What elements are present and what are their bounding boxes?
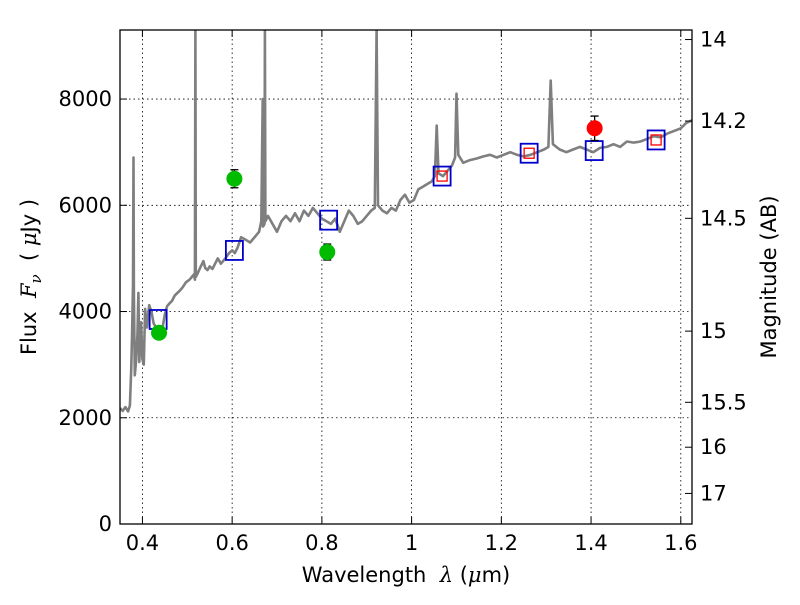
x-tick-label: 0.4 (126, 531, 159, 555)
photometry-square-marker (319, 209, 339, 231)
measurement-point (226, 170, 243, 187)
photometry-square-marker (224, 240, 244, 261)
y2-axis-title: Magnitude (AB) (757, 195, 781, 358)
model-square-marker (436, 170, 448, 182)
y2-tick-label: 14.2 (700, 109, 747, 133)
y2-tick-label: 15.5 (700, 390, 747, 414)
photometry-square-marker (432, 165, 452, 187)
measurement-point (586, 120, 603, 137)
y2-tick-label: 14 (700, 28, 727, 52)
model-square-marker (523, 147, 535, 159)
x-axis-title: Wavelength λ (μm) (302, 563, 510, 587)
y-tick-label: 4000 (59, 300, 112, 324)
x-tick-label: 0.8 (305, 531, 338, 555)
y-tick-label: 0 (99, 512, 112, 536)
y-tick-label: 8000 (59, 87, 112, 111)
y2-tick-label: 17 (700, 481, 727, 505)
plot-frame (119, 29, 693, 525)
x-tick-label: 1.4 (574, 531, 607, 555)
x-tick-label: 1.2 (485, 531, 518, 555)
photometry-square-marker (519, 142, 539, 164)
measurement-point (151, 324, 168, 341)
plot-area (120, 30, 692, 413)
x-tick-label: 0.6 (215, 531, 248, 555)
y-axis-title: Flux Fν ( μJy ) (17, 199, 45, 355)
model-square-marker (650, 134, 662, 146)
x-tick-label: 1.6 (664, 531, 697, 555)
y2-tick-label: 16 (700, 435, 727, 459)
y-tick-label: 2000 (59, 406, 112, 430)
y2-tick-label: 15 (700, 319, 727, 343)
measurement-point (319, 244, 336, 261)
y2-tick-label: 14.5 (700, 206, 747, 230)
axis-ticks: 0.4 0.6 0.8 1 1.2 1.4 1.6 0 2000 4000 6000 8000 14 14… (59, 28, 747, 555)
y-tick-label: 6000 (59, 193, 112, 217)
photometry-square-marker (646, 129, 666, 151)
x-tick-label: 1 (405, 531, 418, 555)
